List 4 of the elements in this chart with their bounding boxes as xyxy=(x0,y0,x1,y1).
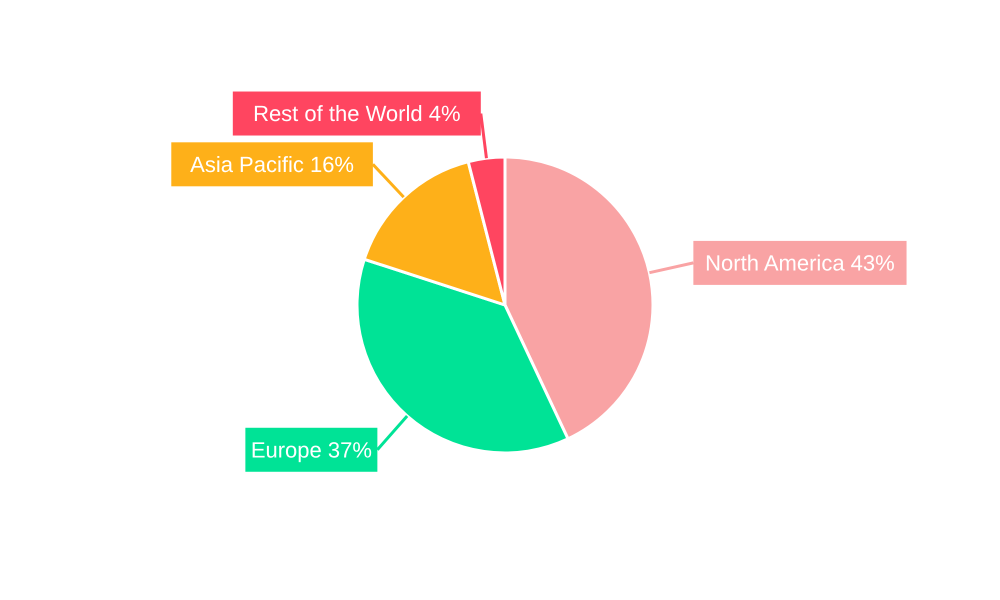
slice-label: Europe 37% xyxy=(250,437,372,462)
slice-label: Asia Pacific 16% xyxy=(190,152,354,177)
slice-label: North America 43% xyxy=(705,250,895,276)
slice-label: Rest of the World 4% xyxy=(253,101,461,126)
